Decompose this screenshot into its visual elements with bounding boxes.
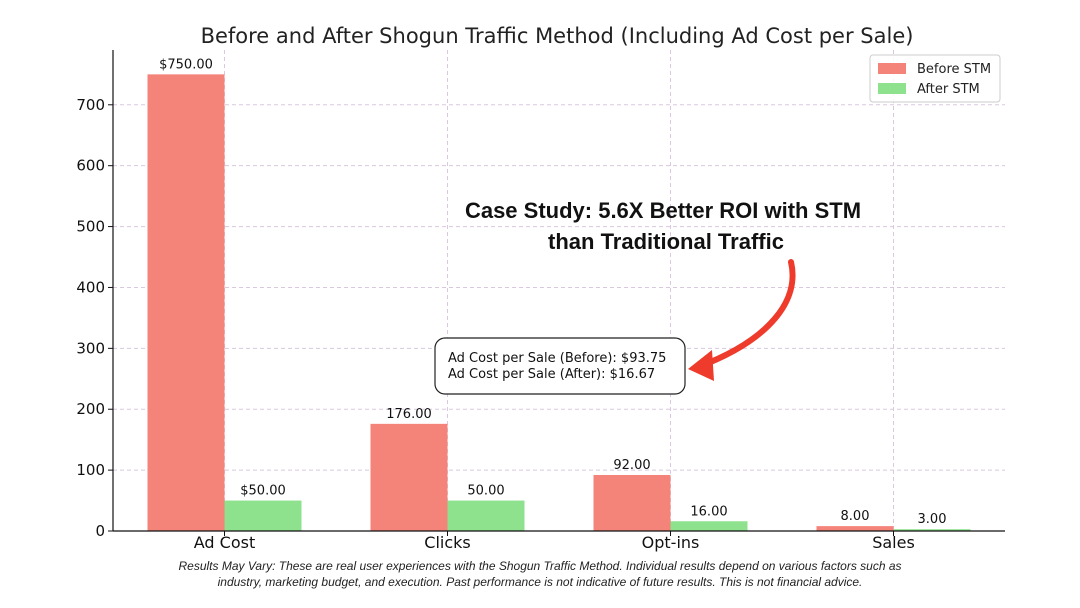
legend-swatch-before: [878, 63, 906, 74]
y-tick-label: 300: [76, 339, 105, 357]
data-label: 8.00: [841, 509, 870, 524]
axes: [108, 50, 1005, 536]
callout-arrow: [695, 259, 796, 370]
grid-lines: [113, 50, 1005, 531]
data-labels: $750.00 176.00 92.00 8.00 $50.00 50.00 16.00 3.…: [159, 57, 946, 527]
data-label: 50.00: [467, 484, 504, 499]
disclaimer-line-1: Results May Vary: These are real user ex…: [178, 559, 901, 573]
cost-per-sale-after: Ad Cost per Sale (After): $16.67: [448, 367, 655, 382]
x-tick-labels: Ad Cost Clicks Opt-ins Sales: [194, 533, 915, 552]
callout-line-1: Case Study: 5.6X Better ROI with STM: [465, 198, 861, 223]
bar-before-opt-ins: [593, 474, 671, 531]
y-tick-label: 100: [76, 461, 105, 479]
bars: [147, 74, 971, 531]
bar-before-clicks: [370, 423, 448, 531]
y-tick-label: 400: [76, 278, 105, 296]
disclaimer-line-2: industry, marketing budget, and executio…: [218, 575, 863, 589]
x-tick-label: Opt-ins: [642, 533, 700, 552]
chart-title: Before and After Shogun Traffic Method (…: [201, 24, 914, 48]
bar-after-clicks: [447, 500, 525, 531]
data-label: $750.00: [159, 57, 213, 72]
callout-line-2: than Traditional Traffic: [548, 229, 784, 254]
y-tick-label: 0: [95, 522, 105, 540]
data-label: 3.00: [918, 512, 947, 527]
legend: Before STM After STM: [869, 54, 1001, 103]
y-tick-label: 700: [76, 96, 105, 114]
legend-label-before: Before STM: [917, 62, 991, 77]
bar-after-sales: [893, 529, 971, 531]
bar-before-ad-cost: [147, 74, 225, 531]
data-label: 176.00: [386, 407, 432, 422]
y-tick-label: 500: [76, 218, 105, 236]
callout-arrow-head: [688, 350, 714, 381]
y-tick-labels: 0 100 200 300 400 500 600 700: [76, 96, 105, 540]
cost-per-sale-box: [434, 337, 686, 395]
data-label: $50.00: [240, 484, 286, 499]
data-label: 92.00: [613, 458, 650, 473]
bar-after-opt-ins: [670, 521, 748, 531]
legend-swatch-after: [878, 83, 906, 94]
bar-before-sales: [816, 526, 894, 531]
y-tick-label: 600: [76, 157, 105, 175]
bar-after-ad-cost: [224, 500, 302, 531]
x-tick-label: Clicks: [424, 533, 470, 552]
y-tick-label: 200: [76, 400, 105, 418]
cost-per-sale-before: Ad Cost per Sale (Before): $93.75: [448, 351, 666, 366]
x-tick-label: Sales: [872, 533, 915, 552]
legend-label-after: After STM: [917, 82, 980, 97]
data-label: 16.00: [690, 504, 727, 519]
x-tick-label: Ad Cost: [194, 533, 255, 552]
